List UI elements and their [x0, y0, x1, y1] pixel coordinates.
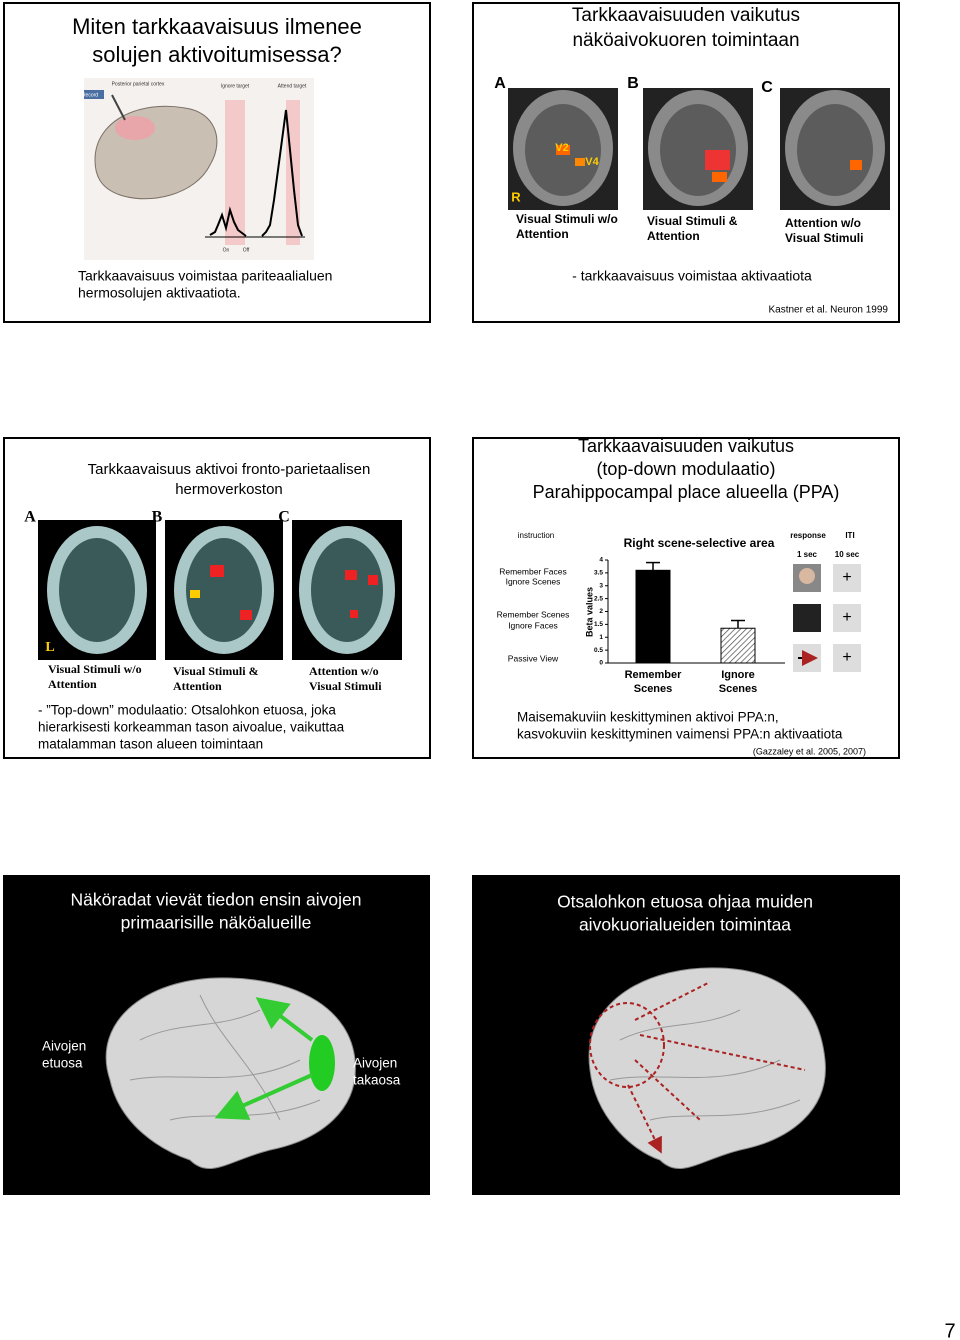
condition-label: Ignore Scenes	[506, 576, 561, 586]
phase-label: ITI	[845, 531, 854, 540]
brain-figure	[588, 967, 826, 1170]
text: matalamman tason alueen toimintaan	[38, 737, 263, 752]
y-tick-label: 1	[599, 634, 603, 641]
slide-frame	[472, 437, 900, 759]
y-tick-label: 1.5	[594, 621, 603, 628]
x-tick-label: Scenes	[634, 683, 673, 695]
caption: Visual Stimuli w/o	[516, 212, 618, 226]
slide-title: näköaivokuoren toimintaan	[572, 30, 799, 51]
stimuli-icons: + + +	[793, 564, 861, 672]
y-tick-label: 0.5	[594, 647, 603, 654]
slide-title: Otsalohkon etuosa ohjaa muiden	[557, 892, 813, 912]
chart-title: Right scene-selective area	[624, 536, 775, 550]
slide-title: (top-down modulaatio)	[596, 459, 775, 479]
caption: Visual Stimuli &	[173, 664, 259, 678]
slide-title: primaarisille näköalueille	[121, 913, 312, 933]
text: - tarkkaavaisuus voimistaa aktivaatiota	[572, 268, 812, 284]
x-tick-label: Remember	[625, 669, 683, 681]
reference: (Gazzaley et al. 2005, 2007)	[753, 746, 866, 756]
page-number: 7	[944, 1320, 955, 1340]
figure-label: Attend target	[278, 83, 307, 89]
condition-label: Remember Scenes	[497, 609, 570, 619]
text: kasvokuviin keskittyminen vaimensi PPA:n…	[517, 727, 843, 742]
y-tick-label: 3.5	[594, 570, 603, 577]
axis-label: Beta values	[584, 587, 594, 637]
caption: Attention w/o	[309, 664, 379, 678]
x-tick-label: Ignore	[721, 669, 755, 681]
slide-title: Parahippocampal place alueella (PPA)	[533, 482, 840, 502]
figure-label: V2	[555, 142, 568, 154]
slide-title: aivokuorialueiden toimintaa	[579, 915, 791, 935]
figure-label: Posterior parietal cortex	[112, 81, 165, 87]
caption: Visual Stimuli	[309, 679, 382, 693]
caption: Visual Stimuli w/o	[48, 662, 142, 676]
panel-label: A	[494, 75, 506, 92]
label: Aivojen	[353, 1056, 397, 1071]
text: Maisemakuviin keskittyminen aktivoi PPA:…	[517, 710, 779, 725]
caption: Attention w/o	[785, 216, 861, 230]
panel-label: C	[278, 509, 290, 526]
phase-label: 1 sec	[797, 550, 818, 559]
caption: Attention	[48, 677, 97, 691]
figure-label: V4	[585, 156, 599, 168]
reference: Kastner et al. Neuron 1999	[768, 305, 888, 316]
y-tick-label: 3	[599, 582, 603, 589]
svg-text:+: +	[842, 569, 851, 586]
label: Aivojen	[42, 1039, 86, 1054]
phase-label: instruction	[518, 531, 554, 540]
phase-label: response	[790, 531, 826, 540]
figure-label: On	[223, 247, 230, 253]
svg-text:+: +	[842, 609, 851, 626]
brain-figure	[105, 977, 356, 1170]
caption: Attention	[516, 227, 569, 241]
figure-label: Record	[82, 92, 98, 98]
slide-title: hermoverkoston	[175, 481, 283, 498]
figure-label: Off	[243, 247, 250, 253]
text: hierarkisesti korkeamman tason aivoalue,…	[38, 720, 345, 735]
caption: Attention	[173, 679, 222, 693]
neuron-figure	[84, 78, 314, 260]
text: - ”Top-down” modulaatio: Otsalohkon etuo…	[38, 703, 336, 718]
figure-label: L	[45, 640, 54, 655]
y-tick-label: 0	[599, 660, 603, 667]
y-tick-label: 4	[599, 557, 603, 564]
caption: Attention	[647, 229, 700, 243]
caption: Visual Stimuli	[785, 231, 863, 245]
y-tick-label: 2	[599, 608, 603, 615]
label: takaosa	[353, 1073, 401, 1088]
text: hermosolujen aktivaatiota.	[78, 285, 241, 301]
x-tick-label: Scenes	[719, 683, 758, 695]
fmri-axial-images	[38, 520, 402, 660]
condition-label: Passive View	[508, 653, 559, 663]
panel-label: C	[761, 79, 773, 96]
condition-label: Ignore Faces	[508, 620, 558, 630]
slide-title: Miten tarkkaavaisuus ilmenee	[72, 14, 362, 39]
panel-label: B	[152, 509, 163, 526]
condition-label: Remember Faces	[499, 566, 567, 576]
panel-label: A	[24, 509, 36, 526]
figure-label: Ignore target	[221, 83, 250, 89]
bar	[635, 569, 671, 664]
label: etuosa	[42, 1056, 83, 1071]
text: Tarkkaavaisuus voimistaa pariteaalialuen	[78, 268, 332, 284]
bar	[720, 627, 756, 664]
slide-title: Tarkkaavaisuuden vaikutus	[572, 5, 800, 26]
phase-label: 10 sec	[835, 550, 860, 559]
fmri-images	[508, 88, 890, 210]
slide-title: solujen aktivoitumisessa?	[92, 42, 341, 67]
slide-title: Tarkkaavaisuuden vaikutus	[578, 436, 794, 456]
figure-label: R	[511, 189, 521, 204]
caption: Visual Stimuli &	[647, 214, 738, 228]
panel-label: B	[627, 75, 639, 92]
slide-title: Tarkkaavaisuus aktivoi fronto-parietaali…	[88, 461, 371, 478]
y-tick-label: 2.5	[594, 595, 603, 602]
svg-text:+: +	[842, 649, 851, 666]
slide-title: Näköradat vievät tiedon ensin aivojen	[71, 890, 362, 910]
